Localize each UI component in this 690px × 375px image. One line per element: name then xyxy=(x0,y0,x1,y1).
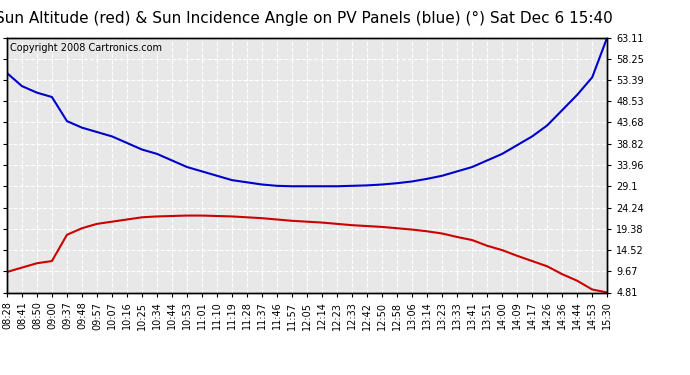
Text: Sun Altitude (red) & Sun Incidence Angle on PV Panels (blue) (°) Sat Dec 6 15:40: Sun Altitude (red) & Sun Incidence Angle… xyxy=(0,11,613,26)
Text: Copyright 2008 Cartronics.com: Copyright 2008 Cartronics.com xyxy=(10,43,162,52)
